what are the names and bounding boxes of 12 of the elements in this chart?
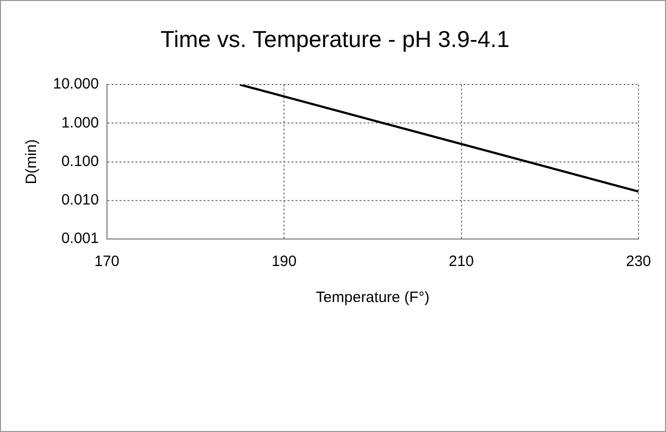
x-tick-label: 190 [272,253,297,270]
chart-title: Time vs. Temperature - pH 3.9-4.1 [160,26,510,52]
x-tick-label: 170 [94,253,120,270]
y-tick-label: 10.000 [52,76,99,93]
x-tick-label: 210 [448,253,474,270]
y-tick-label: 1.000 [61,114,99,132]
y-tick-label: 0.010 [61,192,99,209]
x-axis-title: Temperature (F°) [316,289,430,306]
x-tick-label: 230 [626,253,651,270]
y-axis-title: D(min) [23,139,40,184]
y-tick-label: 0.100 [61,152,99,170]
y-tick-label: 0.001 [61,230,99,248]
